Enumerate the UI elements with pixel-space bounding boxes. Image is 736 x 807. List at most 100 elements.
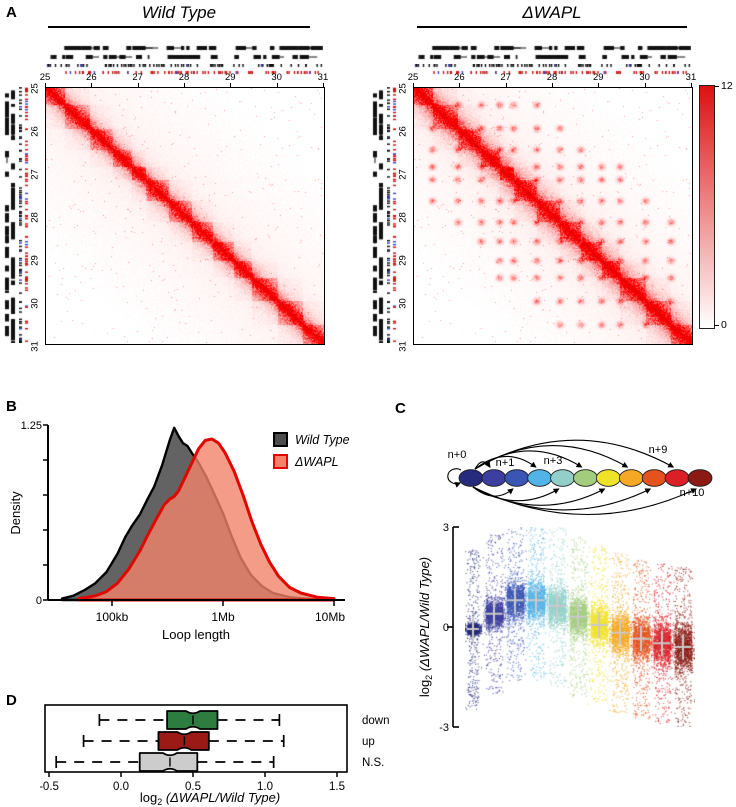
x-tick-label: 25 [407,72,419,83]
boxplot-xtick-label: -0.5 [40,781,59,793]
density-ylabel: Density [8,491,23,535]
y-tick-label: 29 [397,255,409,266]
boxplot-xlabel-sub: 2 [157,797,163,807]
boxplot-row-label: up [362,736,375,748]
y-tick-label: 27 [397,169,409,180]
anchor-node-n0 [458,469,484,487]
motif-track-left-dwapl [387,87,397,343]
boxplot-xlabel-open: ( [162,790,171,805]
dwapl-title-rule [417,26,687,28]
anchor-node-n9 [664,469,690,487]
hic-map-frame-dwapl [413,87,693,345]
boxplot-axis-ticks: -0.5 0.0 0.5 1.0 1.5 [40,772,345,793]
jitter-y-axis: 3 0 -3 [439,522,459,734]
density-axis-ticks [43,424,335,606]
x-tick-label: 26 [454,72,465,83]
x-tick-label: 29 [225,72,236,83]
gene-track-left-wt [3,87,17,343]
boxplot-xtick-label: 1.5 [329,781,345,793]
anchor-arcs [447,439,698,516]
label-n9: n+9 [649,444,668,456]
jitter-ylabel-italic: ΔWAPL/Wild Type [417,561,432,667]
y-tick-label: 26 [397,126,409,137]
x-tick-mark [690,83,692,87]
x-tick-mark [459,83,461,87]
x-tick-mark [137,83,139,87]
legend-swatch-wild-type [273,432,288,447]
colorbar-min-tick [714,325,719,326]
x-tick-mark [276,83,278,87]
y-tick-label: 28 [397,212,409,223]
x-tick-mark [322,83,324,87]
boxplot-xlabel-log: log [139,790,158,805]
boxplot-xlabel-close: ) [275,790,281,805]
density-plot: 1.25 0 100kb 1Mb 10Mb Loop length Densit… [8,420,345,642]
x-tick-mark [598,83,600,87]
legend-label-dwapl: ΔWAPL [295,454,339,469]
boxplot-xtick-label: 1.0 [257,781,273,793]
label-n1: n+1 [496,457,515,469]
legend-row-dwapl: ΔWAPL [273,454,339,469]
motif-track-top-wt [45,64,323,75]
y-tick-label: 26 [29,126,41,137]
x-tick-mark [551,83,553,87]
x-tick-mark [505,83,507,87]
x-tick-label: 28 [178,72,190,83]
x-tick-mark [45,83,46,87]
legend-label-wild-type: Wild Type [295,432,350,447]
x-tick-mark [413,83,414,87]
jitter-ylabel-close: ) [417,556,432,562]
jitter-ytick-3: 3 [443,522,449,534]
panel-c-letter: C [395,400,406,417]
density-curves [60,426,336,602]
jitter-ylabel-open: ( [417,666,432,675]
hic-map-frame-wt [45,87,325,345]
x-tick-label: 26 [86,72,97,83]
anchor-nodes [458,469,713,487]
x-tick-mark [91,83,93,87]
boxplot-row-label: N.S. [362,757,384,769]
boxplot-box-up [157,731,210,751]
density-ytick-max: 1.25 [21,420,42,432]
gene-track-top-wt [45,44,323,64]
y-tick-label: 31 [29,341,41,352]
density-ytick-min: 0 [36,595,42,607]
boxplot-panel: down up N.S. -0.5 0.0 0.5 1.0 1.5 [40,704,390,793]
motif-track-top-dwapl [413,64,691,75]
x-tick-mark [230,83,232,87]
y-tick-label: 27 [29,169,41,180]
wild-type-title: Wild Type [141,3,217,22]
boxplot-xtick-label: 0.0 [113,781,129,793]
boxplot-frame [44,704,348,773]
anchor-diagram: n+0 n+1 n+3 n+9 n+10 [447,439,713,516]
x-tick-mark [183,83,185,87]
x-tick-label: 30 [639,72,650,83]
density-xlabel: Loop length [162,627,230,642]
x-tick-label: 31 [685,72,697,83]
anchor-node-n7 [618,469,644,487]
x-tick-label: 25 [39,72,51,83]
colorbar-max-tick [714,86,719,87]
anchor-node-n6 [595,469,621,487]
colorbar-max-label: 12 [721,80,733,92]
wild-type-title-rule [48,26,310,28]
label-n0: n+0 [448,449,467,461]
boxplot-box-N.S. [138,752,199,772]
anchor-node-n10 [687,469,713,487]
boxplot-xtick-label: 0.5 [185,781,201,793]
density-xtick-1mb: 1Mb [211,610,235,624]
label-n10: n+10 [680,487,705,499]
y-tick-label: 30 [29,298,41,309]
anchor-node-n5 [573,469,598,487]
x-tick-label: 30 [271,72,282,83]
colorbar-min-label: 0 [721,319,727,331]
panel-a-letter: A [6,4,17,21]
jitter-ylabel-log: log [417,679,432,698]
y-tick-label: 30 [397,298,409,309]
jitter-ytick-0: 0 [443,622,449,634]
panel-d-letter: D [6,692,17,709]
motif-track-left-wt [19,87,29,343]
gene-track-left-dwapl [371,87,385,343]
x-tick-label: 27 [132,72,143,83]
anchor-node-n4 [550,469,576,487]
